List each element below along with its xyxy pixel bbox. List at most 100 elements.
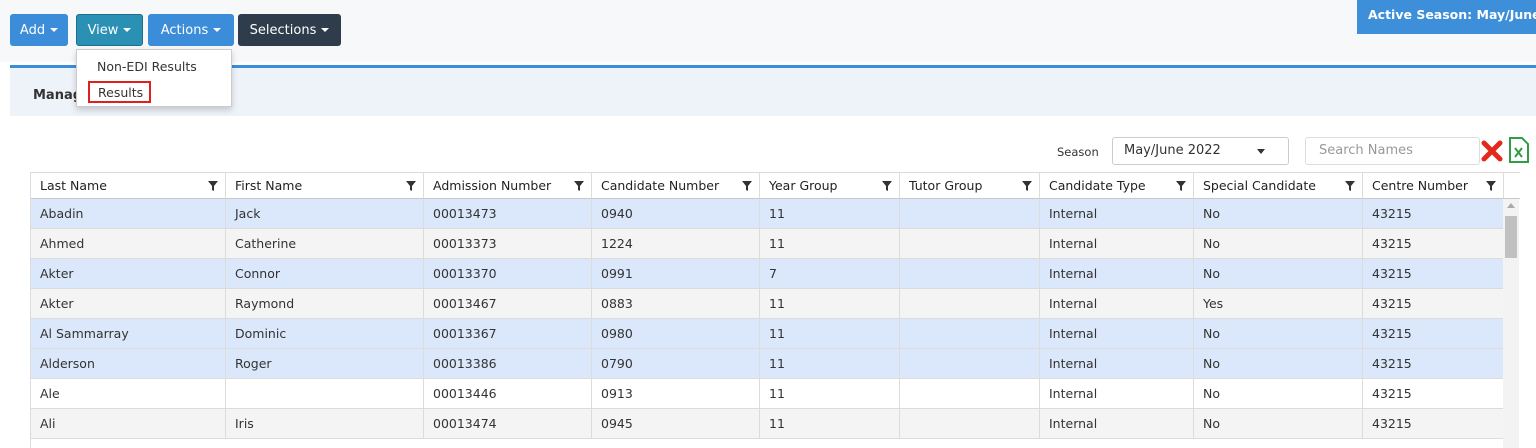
table-cell: 00013367 xyxy=(424,319,592,349)
excel-icon[interactable] xyxy=(1509,137,1529,163)
add-button[interactable]: Add xyxy=(10,14,68,46)
column-header[interactable]: Candidate Type xyxy=(1040,173,1194,199)
active-season-banner: Active Season: May/June 2 xyxy=(1357,0,1536,34)
table-cell: Jack xyxy=(226,199,424,229)
table-cell xyxy=(900,199,1040,229)
filter-icon[interactable] xyxy=(208,181,218,191)
table-cell: 43215 xyxy=(1363,319,1504,349)
table-cell: 00013370 xyxy=(424,259,592,289)
search-input[interactable]: Search Names xyxy=(1305,137,1480,165)
column-header[interactable]: First Name xyxy=(226,173,424,199)
table-cell: No xyxy=(1194,349,1363,379)
filter-icon[interactable] xyxy=(882,181,892,191)
table-cell: No xyxy=(1194,199,1363,229)
table-cell: 0883 xyxy=(592,289,760,319)
column-header[interactable]: Year Group xyxy=(760,173,900,199)
column-header[interactable]: Admission Number xyxy=(424,173,592,199)
table-cell: Ale xyxy=(31,379,226,409)
table-cell: No xyxy=(1194,259,1363,289)
table-cell: 43215 xyxy=(1363,379,1504,409)
filter-icon[interactable] xyxy=(574,181,584,191)
actions-button[interactable]: Actions xyxy=(148,14,234,46)
table-cell: Internal xyxy=(1040,259,1194,289)
header-spacer xyxy=(1504,173,1520,199)
table-cell: No xyxy=(1194,319,1363,349)
table-cell: 0980 xyxy=(592,319,760,349)
clear-icon[interactable] xyxy=(1481,140,1503,162)
table-cell: No xyxy=(1194,409,1363,439)
table-cell: Akter xyxy=(31,259,226,289)
table-cell: Raymond xyxy=(226,289,424,319)
selections-button[interactable]: Selections xyxy=(238,14,341,46)
table-cell: 0945 xyxy=(592,409,760,439)
table-cell: Iris xyxy=(226,409,424,439)
column-header[interactable]: Special Candidate xyxy=(1194,173,1363,199)
filter-icon[interactable] xyxy=(1022,181,1032,191)
table-cell: Internal xyxy=(1040,409,1194,439)
table-cell: 0790 xyxy=(592,349,760,379)
table-cell: Alderson xyxy=(31,349,226,379)
table-cell: 11 xyxy=(760,229,900,259)
table-cell: 00013474 xyxy=(424,409,592,439)
filter-icon[interactable] xyxy=(1176,181,1186,191)
scroll-up[interactable] xyxy=(1507,203,1515,209)
table-cell: Ahmed xyxy=(31,229,226,259)
table-cell: 7 xyxy=(760,259,900,289)
table-cell: 00013386 xyxy=(424,349,592,379)
view-button[interactable]: View xyxy=(76,14,143,46)
table-cell: 11 xyxy=(760,319,900,349)
table-cell xyxy=(900,379,1040,409)
table-cell: Akter xyxy=(31,289,226,319)
column-header[interactable]: Tutor Group xyxy=(900,173,1040,199)
table-cell: Roger xyxy=(226,349,424,379)
scroll-thumb[interactable] xyxy=(1505,216,1517,258)
table-cell: 0940 xyxy=(592,199,760,229)
table-cell: 00013373 xyxy=(424,229,592,259)
season-select[interactable]: May/June 2022 xyxy=(1112,137,1289,165)
column-header[interactable]: Centre Number xyxy=(1363,173,1504,199)
table-cell: 0991 xyxy=(592,259,760,289)
table-cell: 0913 xyxy=(592,379,760,409)
table-cell: Internal xyxy=(1040,379,1194,409)
panel-border xyxy=(10,65,1536,68)
filter-icon[interactable] xyxy=(742,181,752,191)
table-cell: 43215 xyxy=(1363,199,1504,229)
column-header[interactable]: Last Name xyxy=(31,173,226,199)
table-cell: Catherine xyxy=(226,229,424,259)
table-cell: 11 xyxy=(760,289,900,319)
table-cell: Ali xyxy=(31,409,226,439)
table-cell: 43215 xyxy=(1363,409,1504,439)
table-cell: 43215 xyxy=(1363,229,1504,259)
table-cell: Al Sammarray xyxy=(31,319,226,349)
table-cell: 1224 xyxy=(592,229,760,259)
menu-item[interactable]: Non-EDI Results xyxy=(97,59,197,74)
table-cell: 43215 xyxy=(1363,349,1504,379)
table-cell: 11 xyxy=(760,199,900,229)
table-cell: Internal xyxy=(1040,229,1194,259)
table-cell: Connor xyxy=(226,259,424,289)
table-cell: 00013473 xyxy=(424,199,592,229)
table-cell xyxy=(900,319,1040,349)
table-cell: No xyxy=(1194,379,1363,409)
filter-icon[interactable] xyxy=(1345,181,1355,191)
table-cell xyxy=(900,409,1040,439)
table-cell xyxy=(226,379,424,409)
table-cell: 11 xyxy=(760,409,900,439)
panel-title: Manag xyxy=(10,68,1536,116)
table-cell: Dominic xyxy=(226,319,424,349)
table-cell: No xyxy=(1194,229,1363,259)
season-value: May/June 2022 xyxy=(1124,143,1221,158)
table-cell xyxy=(900,289,1040,319)
table-cell: 00013446 xyxy=(424,379,592,409)
table-cell: Internal xyxy=(1040,199,1194,229)
results-table: Last Name First Name Admission Number Candi… xyxy=(30,172,1520,448)
table-cell: 11 xyxy=(760,379,900,409)
table-cell: Yes xyxy=(1194,289,1363,319)
menu-item[interactable]: Results xyxy=(88,81,151,103)
caret xyxy=(1257,149,1265,154)
filter-icon[interactable] xyxy=(1486,181,1496,191)
table-cell: Internal xyxy=(1040,349,1194,379)
column-header[interactable]: Candidate Number xyxy=(592,173,760,199)
filter-icon[interactable] xyxy=(406,181,416,191)
